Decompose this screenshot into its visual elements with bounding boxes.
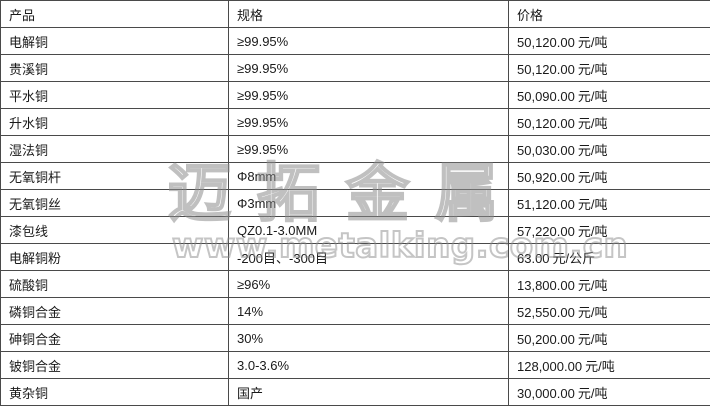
cell-product: 砷铜合金 [0,324,229,352]
price-unit: 元/吨 [577,34,608,50]
price-amount: 57,220.00 [517,223,575,239]
table-body: 电解铜 ≥99.95% 50,120.00 元/吨 贵溪铜 ≥99.95% 50,120.0… [0,27,710,406]
cell-spec: ≥99.95% [228,135,509,163]
table-row: 砷铜合金 30% 50,200.00 元/吨 [0,324,710,352]
price-amount: 128,000.00 [517,358,583,374]
cell-price: 50,120.00 元/吨 [508,27,710,55]
table-row: 平水铜 ≥99.95% 50,090.00 元/吨 [0,81,710,109]
cell-spec: 国产 [228,378,509,406]
cell-price: 50,920.00 元/吨 [508,162,710,190]
cell-price: 13,800.00 元/吨 [508,270,710,298]
price-amount: 50,090.00 [517,88,575,104]
price-unit: 元/公斤 [552,250,596,266]
cell-price: 63.00 元/公斤 [508,243,710,271]
cell-price: 50,200.00 元/吨 [508,324,710,352]
cell-price: 30,000.00 元/吨 [508,378,710,406]
price-unit: 元/吨 [577,304,608,320]
price-unit: 元/吨 [577,142,608,158]
cell-price: 50,030.00 元/吨 [508,135,710,163]
table-row: 电解铜 ≥99.95% 50,120.00 元/吨 [0,27,710,55]
price-amount: 50,120.00 [517,115,575,131]
price-amount: 50,920.00 [517,169,575,185]
table-row: 无氧铜杆 Φ8mm 50,920.00 元/吨 [0,162,710,190]
cell-spec: ≥99.95% [228,27,509,55]
price-amount: 50,200.00 [517,331,575,347]
table-row: 电解铜粉 -200目、-300目 63.00 元/公斤 [0,243,710,271]
cell-product: 贵溪铜 [0,54,229,82]
cell-product: 磷铜合金 [0,297,229,325]
price-unit: 元/吨 [577,277,608,293]
table-row: 湿法铜 ≥99.95% 50,030.00 元/吨 [0,135,710,163]
cell-spec: 3.0-3.6% [228,351,509,379]
cell-price: 50,090.00 元/吨 [508,81,710,109]
column-header-product: 产品 [0,0,229,28]
cell-price: 50,120.00 元/吨 [508,54,710,82]
cell-price: 50,120.00 元/吨 [508,108,710,136]
price-unit: 元/吨 [577,196,608,212]
price-amount: 50,120.00 [517,34,575,50]
cell-product: 电解铜 [0,27,229,55]
table-header: 产品 规格 价格 [0,0,710,28]
cell-spec: Φ3mm [228,189,509,217]
table-row: 硫酸铜 ≥96% 13,800.00 元/吨 [0,270,710,298]
table-row: 铍铜合金 3.0-3.6% 128,000.00 元/吨 [0,351,710,379]
price-unit: 元/吨 [577,223,608,239]
cell-price: 52,550.00 元/吨 [508,297,710,325]
cell-spec: ≥96% [228,270,509,298]
table-row: 无氧铜丝 Φ3mm 51,120.00 元/吨 [0,189,710,217]
cell-spec: -200目、-300目 [228,243,509,271]
price-amount: 30,000.00 [517,385,575,401]
price-amount: 50,030.00 [517,142,575,158]
cell-product: 硫酸铜 [0,270,229,298]
cell-product: 升水铜 [0,108,229,136]
price-amount: 51,120.00 [517,196,575,212]
price-amount: 50,120.00 [517,61,575,77]
table-row: 黄杂铜 国产 30,000.00 元/吨 [0,378,710,406]
cell-product: 漆包线 [0,216,229,244]
table-row: 磷铜合金 14% 52,550.00 元/吨 [0,297,710,325]
cell-price: 128,000.00 元/吨 [508,351,710,379]
price-amount: 52,550.00 [517,304,575,320]
price-unit: 元/吨 [577,385,608,401]
cell-spec: 30% [228,324,509,352]
cell-product: 铍铜合金 [0,351,229,379]
cell-price: 51,120.00 元/吨 [508,189,710,217]
price-unit: 元/吨 [577,61,608,77]
cell-product: 无氧铜丝 [0,189,229,217]
cell-product: 湿法铜 [0,135,229,163]
cell-product: 平水铜 [0,81,229,109]
price-unit: 元/吨 [585,358,615,374]
table-row: 升水铜 ≥99.95% 50,120.00 元/吨 [0,108,710,136]
table-row: 漆包线 QZ0.1-3.0MM 57,220.00 元/吨 [0,216,710,244]
price-unit: 元/吨 [577,169,608,185]
cell-spec: Φ8mm [228,162,509,190]
column-header-price: 价格 [508,0,710,28]
table-header-row: 产品 规格 价格 [0,0,710,28]
price-amount: 13,800.00 [517,277,575,293]
column-header-spec: 规格 [228,0,509,28]
cell-spec: ≥99.95% [228,81,509,109]
cell-price: 57,220.00 元/吨 [508,216,710,244]
table-row: 贵溪铜 ≥99.95% 50,120.00 元/吨 [0,54,710,82]
price-unit: 元/吨 [577,115,608,131]
cell-spec: QZ0.1-3.0MM [228,216,509,244]
price-amount: 63.00 [517,250,550,266]
price-unit: 元/吨 [577,88,608,104]
price-unit: 元/吨 [577,331,608,347]
cell-product: 电解铜粉 [0,243,229,271]
cell-product: 黄杂铜 [0,378,229,406]
cell-spec: 14% [228,297,509,325]
cell-product: 无氧铜杆 [0,162,229,190]
cell-spec: ≥99.95% [228,108,509,136]
cell-spec: ≥99.95% [228,54,509,82]
